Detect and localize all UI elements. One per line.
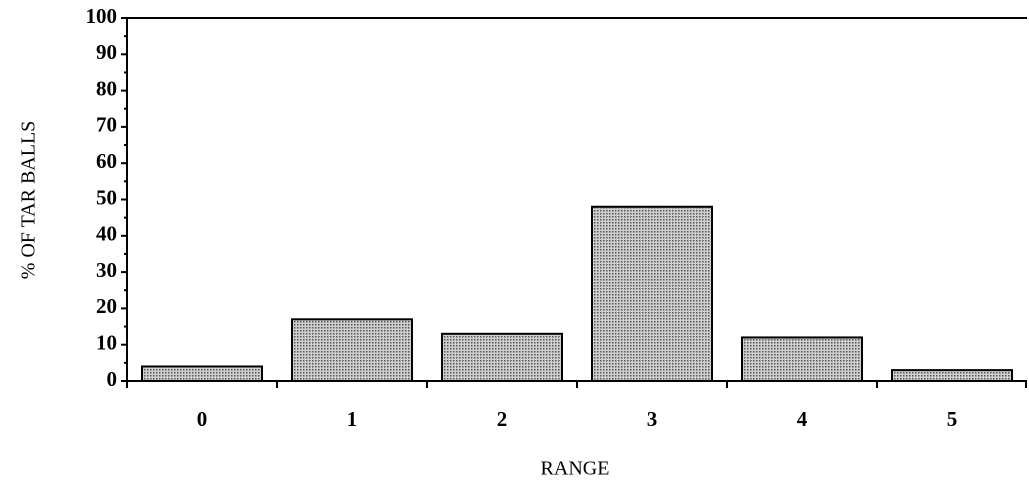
y-tick-label: 70 [96,113,117,137]
y-tick-label: 20 [96,294,117,318]
x-tick-label: 5 [947,407,958,431]
x-tick-label: 2 [497,407,508,431]
x-tick-label: 4 [797,407,808,431]
x-tick-label: 3 [647,407,658,431]
y-tick-label: 60 [96,149,117,173]
bar [591,205,713,382]
y-tick-label: 90 [96,40,117,64]
y-tick-label: 100 [86,4,118,28]
bar [741,336,863,383]
bar [291,318,413,383]
y-axis-title: % OF TAR BALLS [18,121,40,280]
y-tick-label: 50 [96,185,117,209]
x-axis-title: RANGE [541,458,610,480]
y-tick-label: 30 [96,258,117,282]
bar [141,365,263,383]
y-tick-label: 40 [96,222,117,246]
y-tick-label: 80 [96,76,117,100]
y-tick-label: 10 [96,331,117,355]
y-tick-label: 0 [107,367,118,391]
bar [891,369,1013,382]
bar [441,332,563,382]
x-tick-label: 1 [347,407,358,431]
x-tick-label: 0 [197,407,208,431]
